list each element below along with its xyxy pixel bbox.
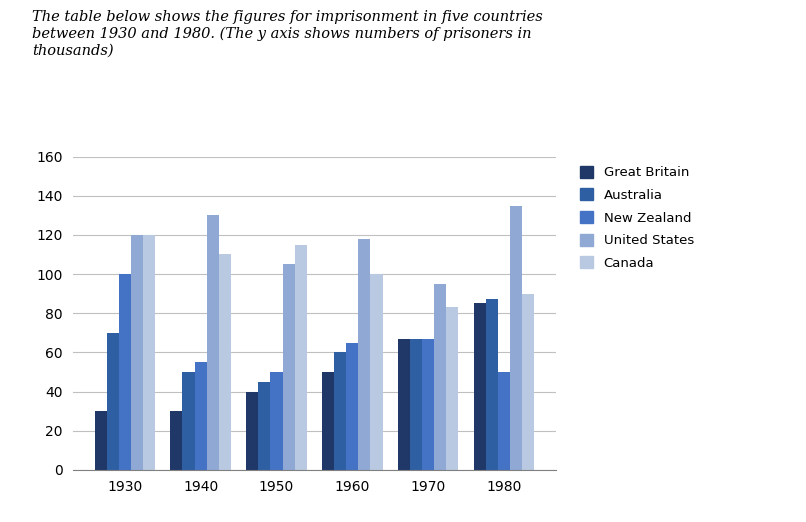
Bar (246, 392, 258, 470)
Bar (409, 339, 422, 470)
Bar (131, 235, 143, 470)
Bar (346, 342, 359, 470)
Bar (434, 284, 447, 470)
Bar (270, 372, 283, 470)
Bar (486, 300, 498, 470)
Bar (334, 352, 346, 470)
Bar (322, 372, 334, 470)
Bar (422, 339, 434, 470)
Legend: Great Britain, Australia, New Zealand, United States, Canada: Great Britain, Australia, New Zealand, U… (577, 163, 696, 272)
Bar (118, 274, 131, 470)
Bar (510, 206, 522, 470)
Bar (371, 274, 383, 470)
Bar (182, 372, 194, 470)
Bar (473, 303, 486, 470)
Bar (106, 333, 118, 470)
Bar (295, 245, 307, 470)
Bar (143, 235, 156, 470)
Bar (194, 362, 206, 470)
Bar (258, 382, 270, 470)
Bar (219, 255, 231, 470)
Text: The table below shows the figures for imprisonment in five countries
between 193: The table below shows the figures for im… (32, 10, 543, 57)
Bar (170, 411, 182, 470)
Bar (522, 293, 534, 470)
Bar (359, 239, 371, 470)
Bar (206, 215, 219, 470)
Bar (94, 411, 106, 470)
Bar (447, 307, 459, 470)
Bar (283, 264, 295, 470)
Bar (397, 339, 409, 470)
Bar (498, 372, 510, 470)
